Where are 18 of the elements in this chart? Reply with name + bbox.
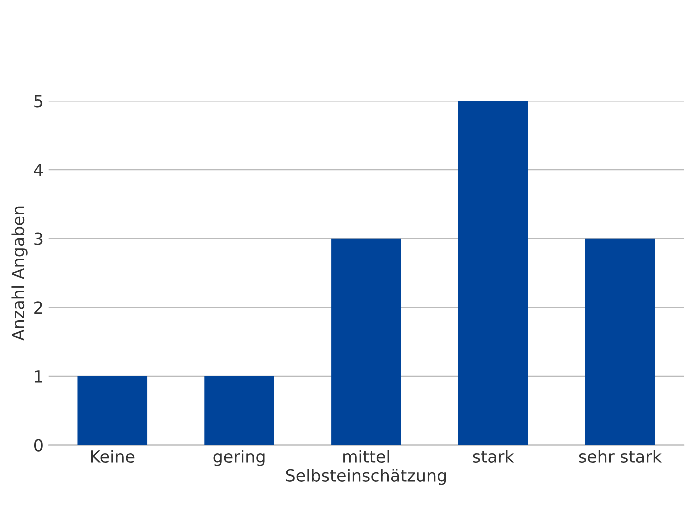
y-tick-label: 2 [34,302,42,314]
y-tick-label: 3 [34,232,43,246]
x-tick-label: sehr stark [579,450,662,464]
y-tick-label: 4 [34,164,44,176]
bar [204,376,274,446]
bar [458,101,528,446]
bar [332,238,402,446]
y-axis-title: Anzahl Angaben [12,206,28,341]
y-tick-label: 0 [34,439,43,452]
x-tick-label: mittel [344,450,390,464]
bar [585,238,656,446]
x-tick-label: stark [473,450,514,464]
bar [78,376,148,446]
y-tick-label: 5 [34,95,43,108]
x-axis-title: Selbsteinschätzung [286,469,446,486]
x-tick-label: gering [214,450,265,466]
y-tick-label: 1 [35,370,42,383]
x-tick-label: Keine [91,450,135,464]
